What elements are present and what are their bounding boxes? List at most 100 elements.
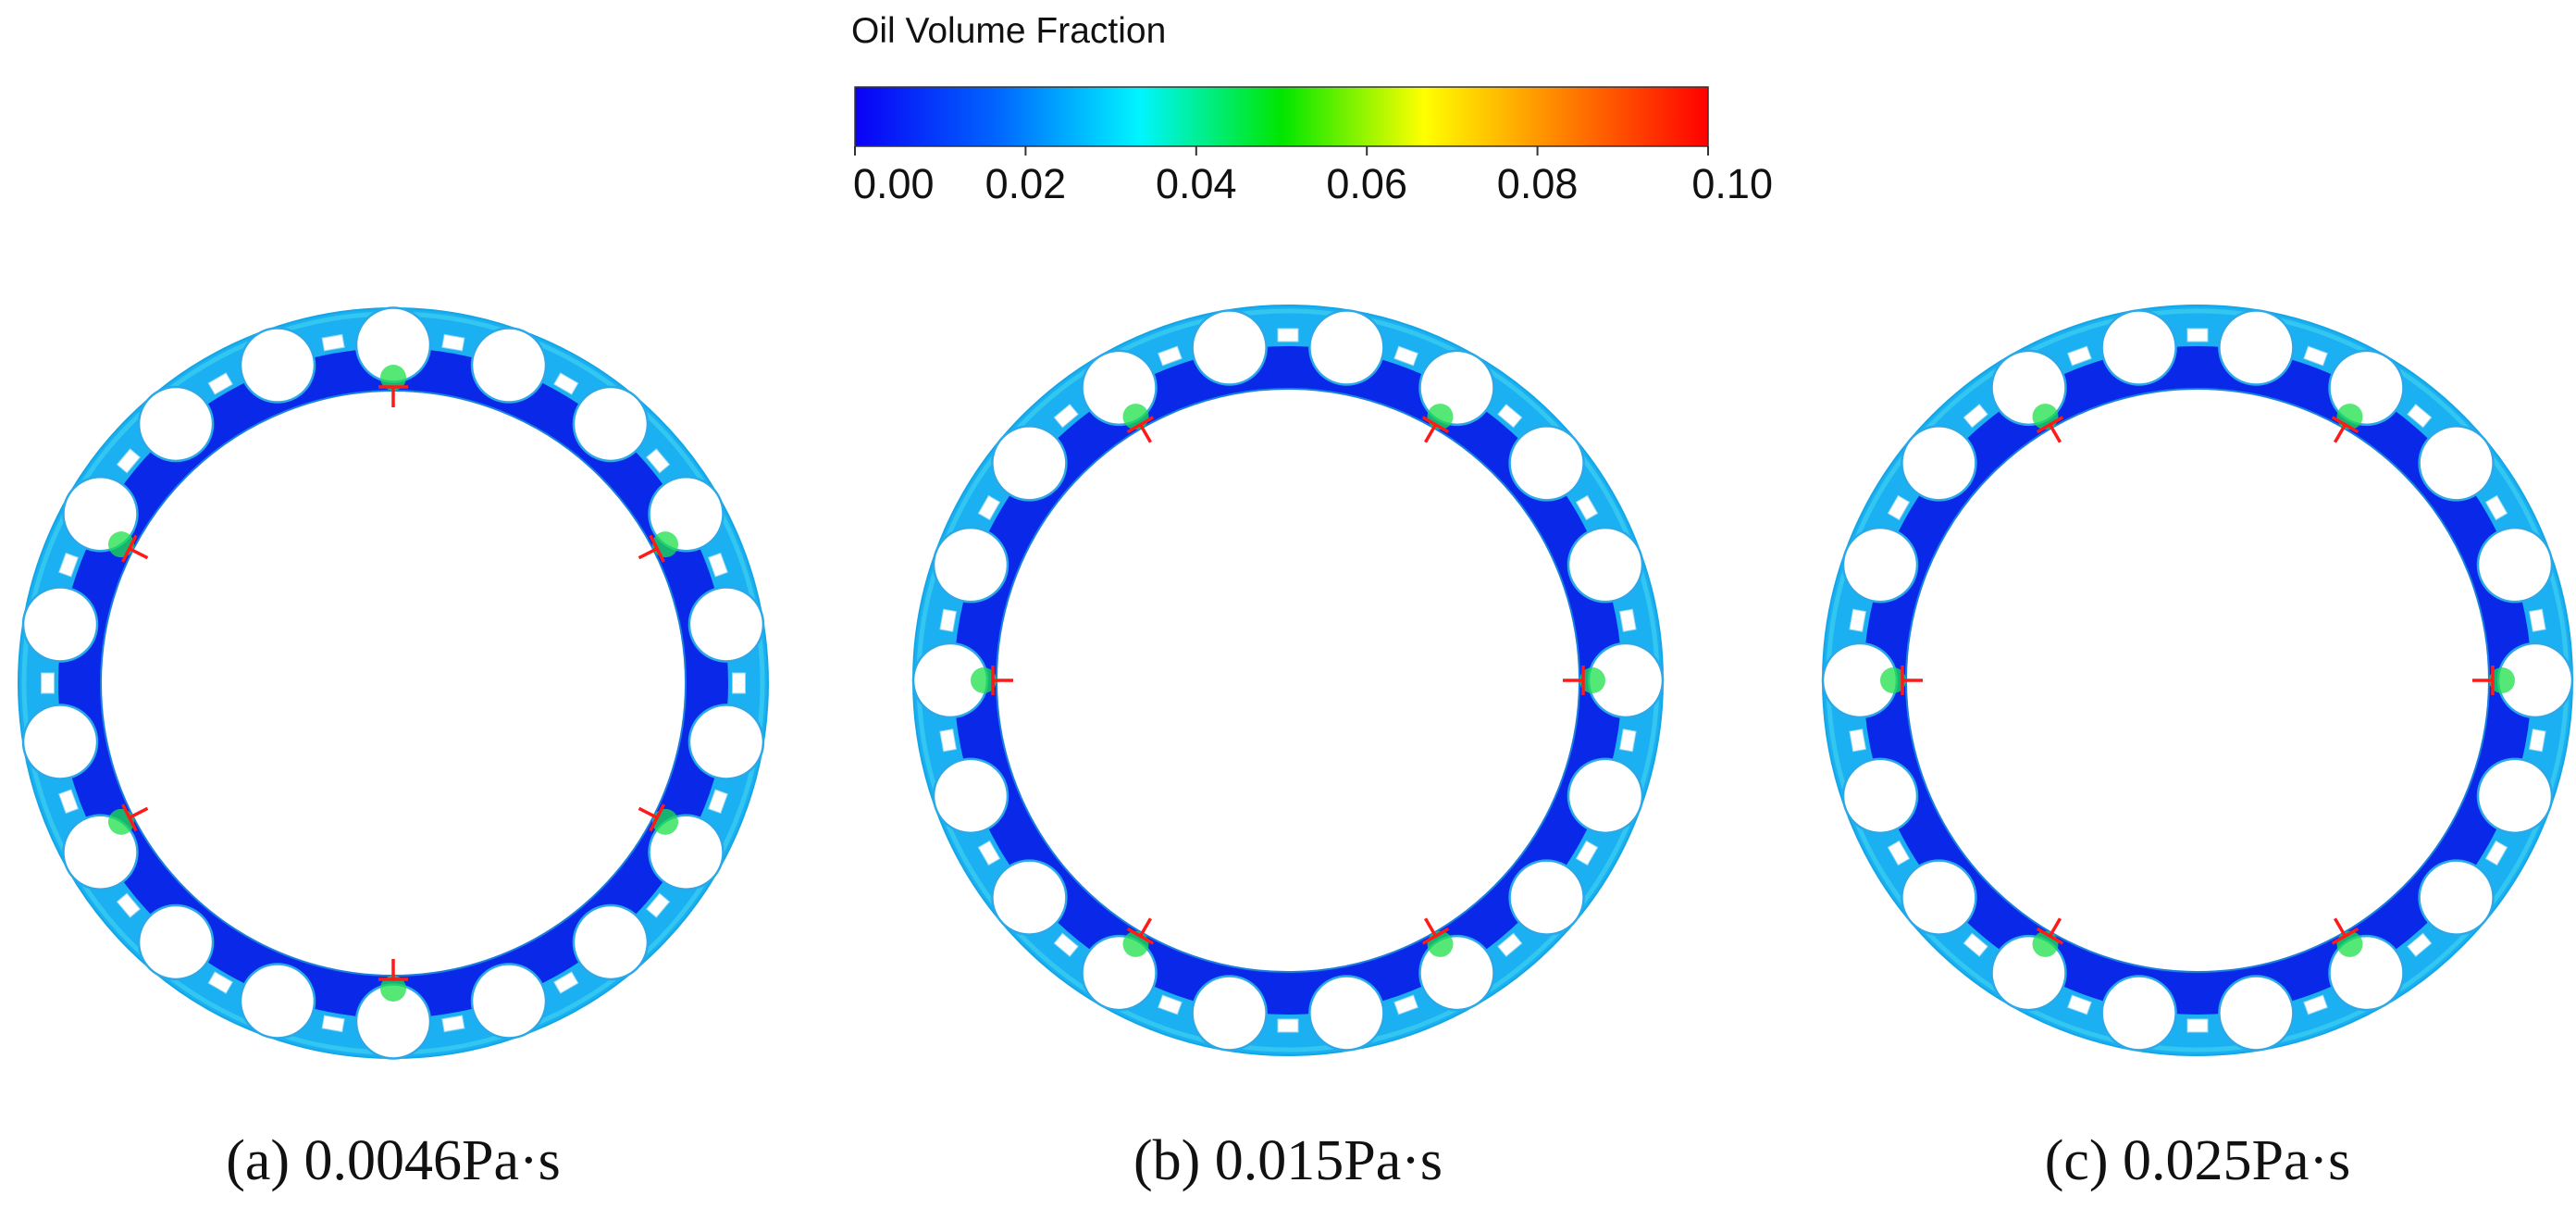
cage-pocket-gap: [1497, 932, 1523, 957]
cage-pocket-gap: [1053, 404, 1079, 429]
roller: [1567, 757, 1644, 835]
roller: [1841, 526, 1919, 604]
cage-pocket-gap: [645, 892, 671, 918]
roller: [1191, 309, 1268, 386]
cage-pocket-gap: [1277, 328, 1299, 342]
colorbar-title: Oil Volume Fraction: [851, 11, 1166, 51]
roller: [932, 526, 1009, 604]
roller: [687, 586, 765, 663]
roller: [2100, 309, 2177, 386]
cage-pocket-gap: [116, 448, 142, 474]
cage-pocket-gap: [58, 789, 80, 815]
roller: [1308, 309, 1385, 386]
cage-pocket-gap: [1849, 608, 1867, 632]
panel-caption: (b) 0.015Pa·s: [1133, 1129, 1443, 1192]
cage-pocket-gap: [441, 1015, 465, 1033]
inner-race: [100, 390, 687, 977]
cage-pocket-gap: [207, 372, 233, 395]
cage-pocket-gap: [2186, 1018, 2209, 1033]
oil-jet-marker: [638, 803, 679, 835]
oil-jet-marker: [378, 365, 408, 407]
panel-a: (a) 0.0046Pa·s: [18, 306, 769, 1192]
bearing-ring: [1821, 305, 2574, 1056]
cage-pocket-gap: [2484, 840, 2508, 866]
oil-jet-marker: [2032, 404, 2064, 443]
oil-jet-marker: [1880, 666, 1923, 695]
cage-pocket-gap: [116, 892, 142, 918]
cage-pocket-gap: [1963, 404, 1988, 429]
colorbar-tick-label: 0.10: [1691, 160, 1773, 207]
panel-caption: (a) 0.0046Pa·s: [226, 1129, 561, 1192]
roller: [239, 963, 316, 1040]
colorbar-strip: [854, 86, 1709, 147]
cage-pocket-gap: [2303, 994, 2328, 1015]
roller: [2418, 425, 2495, 502]
roller: [21, 586, 99, 663]
roller: [991, 859, 1068, 936]
oil-jet-marker: [378, 959, 408, 1002]
roller: [1567, 526, 1644, 604]
roller: [239, 327, 316, 404]
oil-jet-marker: [1421, 404, 1454, 443]
cage-pocket-gap: [1849, 729, 1867, 753]
colorbar-tick-label: 0.06: [1326, 160, 1407, 207]
cage-pocket-gap: [2407, 404, 2433, 429]
oil-jet-marker: [2032, 917, 2064, 957]
roller: [2218, 975, 2295, 1052]
cage-pocket-gap: [2528, 729, 2546, 753]
cage-pocket-gap: [1277, 1018, 1299, 1033]
cage-pocket-gap: [553, 971, 579, 994]
roller: [932, 757, 1009, 835]
cage-pocket-gap: [41, 672, 55, 694]
oil-jet-marker: [638, 531, 679, 563]
oil-jet-marker: [2331, 404, 2363, 443]
roller: [1191, 975, 1268, 1052]
cage-pocket-gap: [2067, 345, 2092, 367]
roller: [1508, 425, 1585, 502]
colorbar-legend: Oil Volume Fraction 0.00 0.02 0.04 0.06 0.08…: [851, 11, 1773, 207]
cage-pocket-gap: [58, 552, 80, 578]
cage-pocket-gap: [1393, 345, 1418, 367]
roller: [1841, 757, 1919, 835]
cage-pocket-gap: [1393, 994, 1418, 1015]
oil-jet-marker: [2472, 666, 2515, 695]
cage-pocket-gap: [2484, 494, 2508, 521]
panel-b: (b) 0.015Pa·s: [911, 305, 1665, 1192]
roller: [2100, 975, 2177, 1052]
roller: [2418, 859, 2495, 936]
cage-pocket-gap: [1575, 494, 1599, 521]
cage-pocket-gap: [1887, 494, 1911, 521]
cage-pocket-gap: [441, 333, 465, 352]
inner-race: [1905, 388, 2490, 973]
cage-pocket-gap: [939, 608, 958, 632]
panel-c: (c) 0.025Pa·s: [1821, 305, 2574, 1192]
colorbar-ticks: 0.00 0.02 0.04 0.06 0.08 0.10: [853, 146, 1773, 207]
oil-jet-marker: [1421, 917, 1454, 957]
oil-jet-marker: [971, 666, 1013, 695]
cage-pocket-gap: [1158, 994, 1183, 1015]
cage-pocket-gap: [2407, 932, 2433, 957]
roller: [2218, 309, 2295, 386]
cage-pocket-gap: [2528, 608, 2546, 632]
roller: [572, 903, 650, 981]
cage-pocket-gap: [553, 372, 579, 395]
cage-pocket-gap: [645, 448, 671, 474]
cage-pocket-gap: [1963, 932, 1988, 957]
bearing-ring: [18, 306, 769, 1060]
cage-pocket-gap: [707, 789, 728, 815]
bearing-ring: [911, 305, 1665, 1056]
roller: [1901, 859, 1977, 936]
colorbar-tick-label: 0.08: [1497, 160, 1579, 207]
cage-pocket-gap: [1618, 608, 1637, 632]
oil-jet-marker: [1122, 917, 1155, 957]
roller: [1308, 975, 1385, 1052]
cage-pocket-gap: [1887, 840, 1911, 866]
roller: [1508, 859, 1585, 936]
roller: [137, 385, 215, 463]
oil-jet-marker: [1563, 666, 1605, 695]
cage-pocket-gap: [1618, 729, 1637, 753]
cage-pocket-gap: [1497, 404, 1523, 429]
cage-pocket-gap: [321, 1015, 345, 1033]
panel-caption: (c) 0.025Pa·s: [2045, 1129, 2351, 1192]
cage-pocket-gap: [977, 494, 1001, 521]
